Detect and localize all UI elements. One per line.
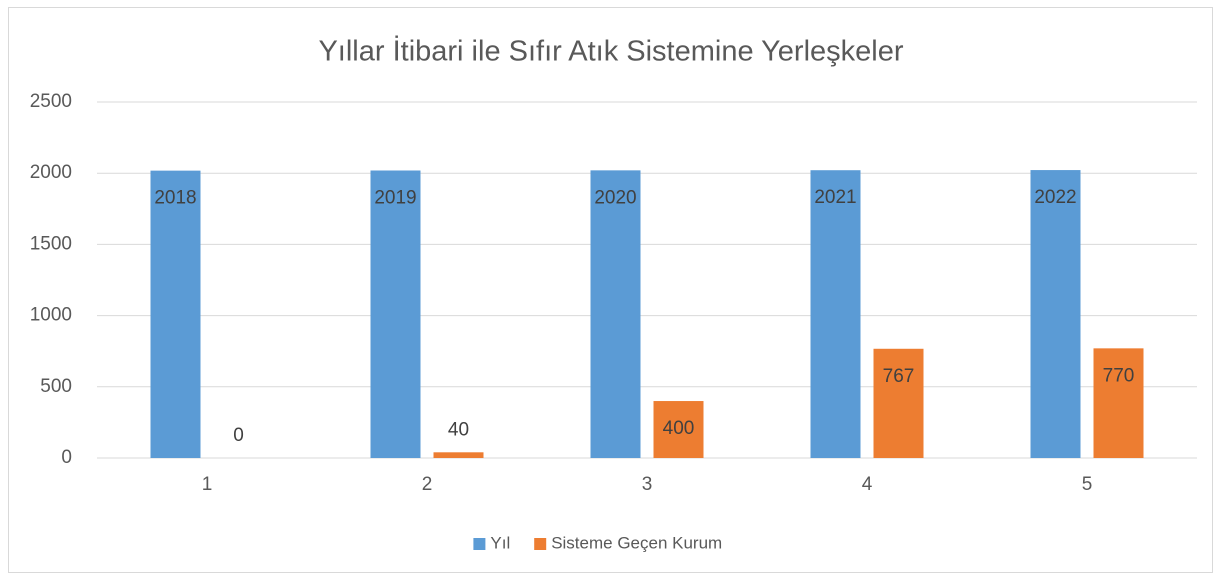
chart-title: Yıllar İtibari ile Sıfır Atık Sistemine … xyxy=(318,35,903,68)
y-tick-label: 2500 xyxy=(30,91,72,112)
x-tick-label: 2 xyxy=(422,474,433,495)
x-tick-label: 4 xyxy=(862,474,873,495)
y-tick-label: 1000 xyxy=(30,305,72,326)
bar xyxy=(653,401,704,458)
data-label: 2019 xyxy=(374,188,416,209)
x-tick-label: 5 xyxy=(1082,474,1093,495)
data-label: 770 xyxy=(1103,365,1135,386)
data-label: 2020 xyxy=(594,187,636,208)
bar xyxy=(1093,348,1144,458)
bar xyxy=(810,170,861,458)
y-tick-label: 2000 xyxy=(30,162,72,183)
data-label: 2022 xyxy=(1034,187,1076,208)
legend-swatch xyxy=(534,538,547,550)
y-tick-label: 500 xyxy=(40,376,72,397)
bar xyxy=(873,348,924,458)
y-tick-label: 1500 xyxy=(30,233,72,254)
data-label: 2021 xyxy=(814,187,856,208)
legend-swatch xyxy=(473,538,486,550)
bar xyxy=(433,452,484,458)
data-label: 400 xyxy=(663,418,695,439)
data-label: 767 xyxy=(883,366,915,387)
data-label: 40 xyxy=(448,419,469,440)
data-label: 2018 xyxy=(154,188,196,209)
bar xyxy=(370,170,421,459)
x-tick-label: 1 xyxy=(202,474,213,495)
legend-label: Sisteme Geçen Kurum xyxy=(551,533,722,552)
y-tick-label: 0 xyxy=(61,447,72,468)
legend-label: Yıl xyxy=(490,533,510,552)
data-label: 0 xyxy=(233,425,244,446)
bar xyxy=(1030,170,1081,458)
bar xyxy=(150,170,201,459)
bar xyxy=(590,170,641,459)
x-tick-label: 3 xyxy=(642,474,653,495)
